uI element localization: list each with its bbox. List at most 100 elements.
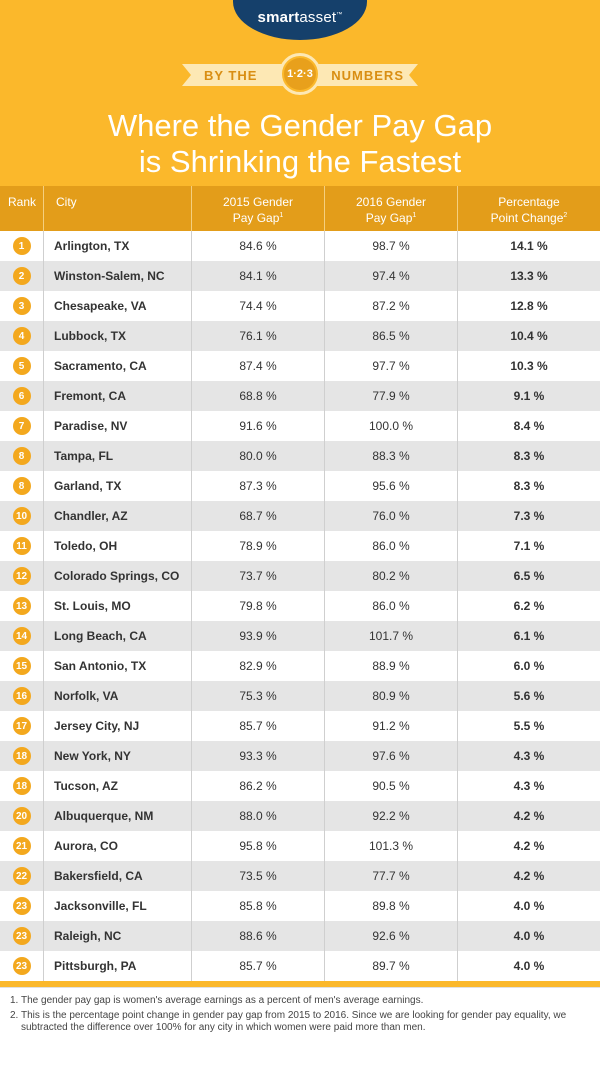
rank-badge: 13	[12, 597, 31, 615]
gap-2015-cell: 88.6 %	[192, 921, 325, 951]
change-cell: 8.4 %	[513, 419, 545, 433]
ribbon-left-label: BY THE	[182, 64, 286, 86]
rank-cell: 20	[0, 801, 44, 831]
rank-cell: 12	[0, 561, 44, 591]
col-header-change: Percentage Point Change2	[490, 195, 568, 225]
rank-cell: 3	[0, 291, 44, 321]
change-cell: 9.1 %	[513, 389, 545, 403]
table-row: 4 Lubbock, TX 76.1 % 86.5 % 10.4 %	[0, 321, 600, 351]
rank-cell: 8	[0, 441, 44, 471]
gap-2015-cell: 73.5 %	[192, 861, 325, 891]
rank-badge: 8	[12, 447, 31, 465]
rank-badge: 20	[12, 807, 31, 825]
logo[interactable]: smartasset™	[233, 0, 367, 40]
rank-badge: 6	[12, 387, 31, 405]
change-cell: 4.2 %	[513, 869, 545, 883]
col-header-gap-2016: 2016 Gender Pay Gap1	[325, 186, 458, 231]
table-row: 2 Winston-Salem, NC 84.1 % 97.4 % 13.3 %	[0, 261, 600, 291]
table-row: 5 Sacramento, CA 87.4 % 97.7 % 10.3 %	[0, 351, 600, 381]
rank-badge: 23	[12, 927, 31, 945]
rank-badge: 18	[12, 747, 31, 765]
gap-2016-cell: 80.2 %	[325, 561, 458, 591]
rank-badge: 10	[12, 507, 31, 525]
col-header-rank: Rank	[0, 186, 44, 231]
city-cell: San Antonio, TX	[44, 651, 192, 681]
rank-cell: 21	[0, 831, 44, 861]
change-cell: 7.3 %	[513, 509, 545, 523]
rank-badge: 2	[12, 267, 31, 285]
rank-cell: 13	[0, 591, 44, 621]
gap-2016-cell: 88.3 %	[325, 441, 458, 471]
city-cell: Bakersfield, CA	[44, 861, 192, 891]
change-cell: 4.2 %	[513, 839, 545, 853]
rank-cell: 5	[0, 351, 44, 381]
change-cell: 10.3 %	[510, 359, 548, 373]
rank-badge: 16	[12, 687, 31, 705]
rank-badge: 14	[12, 627, 31, 645]
rank-cell: 4	[0, 321, 44, 351]
gap-2016-cell: 95.6 %	[325, 471, 458, 501]
col-header-gap-2015: 2015 Gender Pay Gap1	[192, 186, 325, 231]
gap-2016-cell: 86.0 %	[325, 531, 458, 561]
table-body: 1 Arlington, TX 84.6 % 98.7 % 14.1 % 2 Winston…	[0, 231, 600, 981]
city-cell: Chandler, AZ	[44, 501, 192, 531]
gap-2015-cell: 88.0 %	[192, 801, 325, 831]
gap-2016-cell: 77.7 %	[325, 861, 458, 891]
rank-cell: 10	[0, 501, 44, 531]
city-cell: Toledo, OH	[44, 531, 192, 561]
col-header-city: City	[44, 186, 192, 231]
gap-2016-cell: 88.9 %	[325, 651, 458, 681]
city-cell: Fremont, CA	[44, 381, 192, 411]
gap-2016-cell: 76.0 %	[325, 501, 458, 531]
change-cell: 13.3 %	[510, 269, 548, 283]
city-cell: Tucson, AZ	[44, 771, 192, 801]
header: smartasset™ BY THE NUMBERS 1·2·3 Where t…	[0, 0, 600, 186]
city-cell: St. Louis, MO	[44, 591, 192, 621]
rank-cell: 15	[0, 651, 44, 681]
table-row: 16 Norfolk, VA 75.3 % 80.9 % 5.6 %	[0, 681, 600, 711]
gap-2016-cell: 97.6 %	[325, 741, 458, 771]
gap-2016-cell: 87.2 %	[325, 291, 458, 321]
rank-cell: 16	[0, 681, 44, 711]
city-cell: Jersey City, NJ	[44, 711, 192, 741]
rank-badge: 15	[12, 657, 31, 675]
gap-2016-cell: 86.5 %	[325, 321, 458, 351]
change-cell: 4.0 %	[513, 959, 545, 973]
city-cell: Albuquerque, NM	[44, 801, 192, 831]
city-cell: Colorado Springs, CO	[44, 561, 192, 591]
gap-2015-cell: 84.1 %	[192, 261, 325, 291]
rank-badge: 23	[12, 957, 31, 975]
gap-2016-cell: 101.7 %	[325, 621, 458, 651]
gap-2016-cell: 97.4 %	[325, 261, 458, 291]
change-cell: 4.2 %	[513, 809, 545, 823]
city-cell: Long Beach, CA	[44, 621, 192, 651]
ribbon-right-label: NUMBERS	[314, 64, 418, 86]
change-cell: 7.1 %	[513, 539, 545, 553]
change-cell: 6.2 %	[513, 599, 545, 613]
logo-text: smartasset™	[257, 8, 343, 26]
change-cell: 6.5 %	[513, 569, 545, 583]
gap-2016-cell: 86.0 %	[325, 591, 458, 621]
title-line-1: Where the Gender Pay Gap	[107, 108, 493, 143]
city-cell: Sacramento, CA	[44, 351, 192, 381]
gap-2015-cell: 68.7 %	[192, 501, 325, 531]
gap-2015-cell: 87.4 %	[192, 351, 325, 381]
footnote-2: 2. This is the percentage point change in…	[10, 1010, 567, 1033]
gap-2015-cell: 91.6 %	[192, 411, 325, 441]
city-cell: Arlington, TX	[44, 231, 192, 261]
gap-2015-cell: 78.9 %	[192, 531, 325, 561]
gap-2016-cell: 90.5 %	[325, 771, 458, 801]
change-cell: 8.3 %	[513, 449, 545, 463]
city-cell: Norfolk, VA	[44, 681, 192, 711]
table-row: 15 San Antonio, TX 82.9 % 88.9 % 6.0 %	[0, 651, 600, 681]
gap-2015-cell: 87.3 %	[192, 471, 325, 501]
change-cell: 5.6 %	[513, 689, 545, 703]
table-row: 11 Toledo, OH 78.9 % 86.0 % 7.1 %	[0, 531, 600, 561]
table-row: 20 Albuquerque, NM 88.0 % 92.2 % 4.2 %	[0, 801, 600, 831]
city-cell: Winston-Salem, NC	[44, 261, 192, 291]
gap-2015-cell: 93.9 %	[192, 621, 325, 651]
numbers-badge: 1·2·3	[279, 53, 321, 95]
change-cell: 4.3 %	[513, 749, 545, 763]
rank-cell: 1	[0, 231, 44, 261]
gap-2016-cell: 92.6 %	[325, 921, 458, 951]
